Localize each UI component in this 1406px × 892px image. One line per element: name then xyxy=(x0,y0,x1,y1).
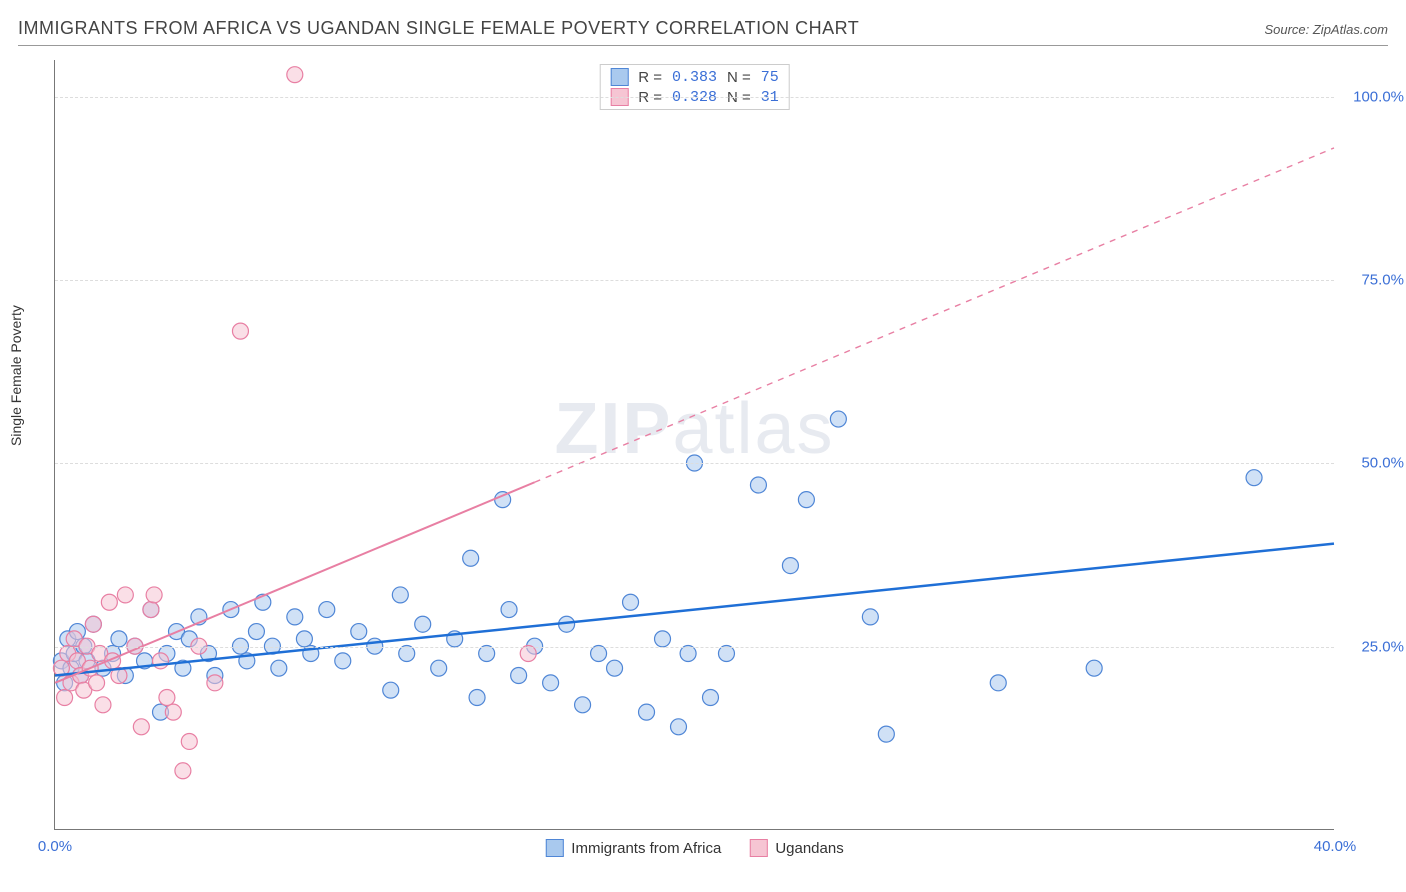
legend-r-value: 0.383 xyxy=(672,69,717,86)
y-tick-label: 75.0% xyxy=(1361,272,1404,289)
legend-label: Immigrants from Africa xyxy=(571,840,721,857)
source-label: Source: ZipAtlas.com xyxy=(1264,22,1388,37)
y-tick-label: 25.0% xyxy=(1361,638,1404,655)
plot-area: ZIPatlas R = 0.383 N = 75 R = 0.328 N = … xyxy=(54,60,1334,830)
legend-r-label: R = xyxy=(638,69,662,86)
legend-item: Ugandans xyxy=(749,839,843,857)
legend-correlation: R = 0.383 N = 75 R = 0.328 N = 31 xyxy=(599,64,790,110)
legend-swatch xyxy=(749,839,767,857)
legend-swatch xyxy=(545,839,563,857)
chart-header: IMMIGRANTS FROM AFRICA VS UGANDAN SINGLE… xyxy=(18,18,1388,46)
chart-title: IMMIGRANTS FROM AFRICA VS UGANDAN SINGLE… xyxy=(18,18,859,39)
legend-item: Immigrants from Africa xyxy=(545,839,721,857)
y-axis-label: Single Female Poverty xyxy=(8,305,24,446)
legend-series: Immigrants from Africa Ugandans xyxy=(545,839,843,857)
chart-svg xyxy=(55,60,1334,829)
legend-label: Ugandans xyxy=(775,840,843,857)
y-tick-label: 50.0% xyxy=(1361,455,1404,472)
legend-n-label: N = xyxy=(727,69,751,86)
legend-row: R = 0.383 N = 75 xyxy=(600,67,789,87)
x-tick-label: 40.0% xyxy=(1314,838,1357,855)
y-tick-label: 100.0% xyxy=(1353,88,1404,105)
x-tick-label: 0.0% xyxy=(38,838,72,855)
legend-n-value: 75 xyxy=(761,69,779,86)
legend-swatch xyxy=(610,68,628,86)
